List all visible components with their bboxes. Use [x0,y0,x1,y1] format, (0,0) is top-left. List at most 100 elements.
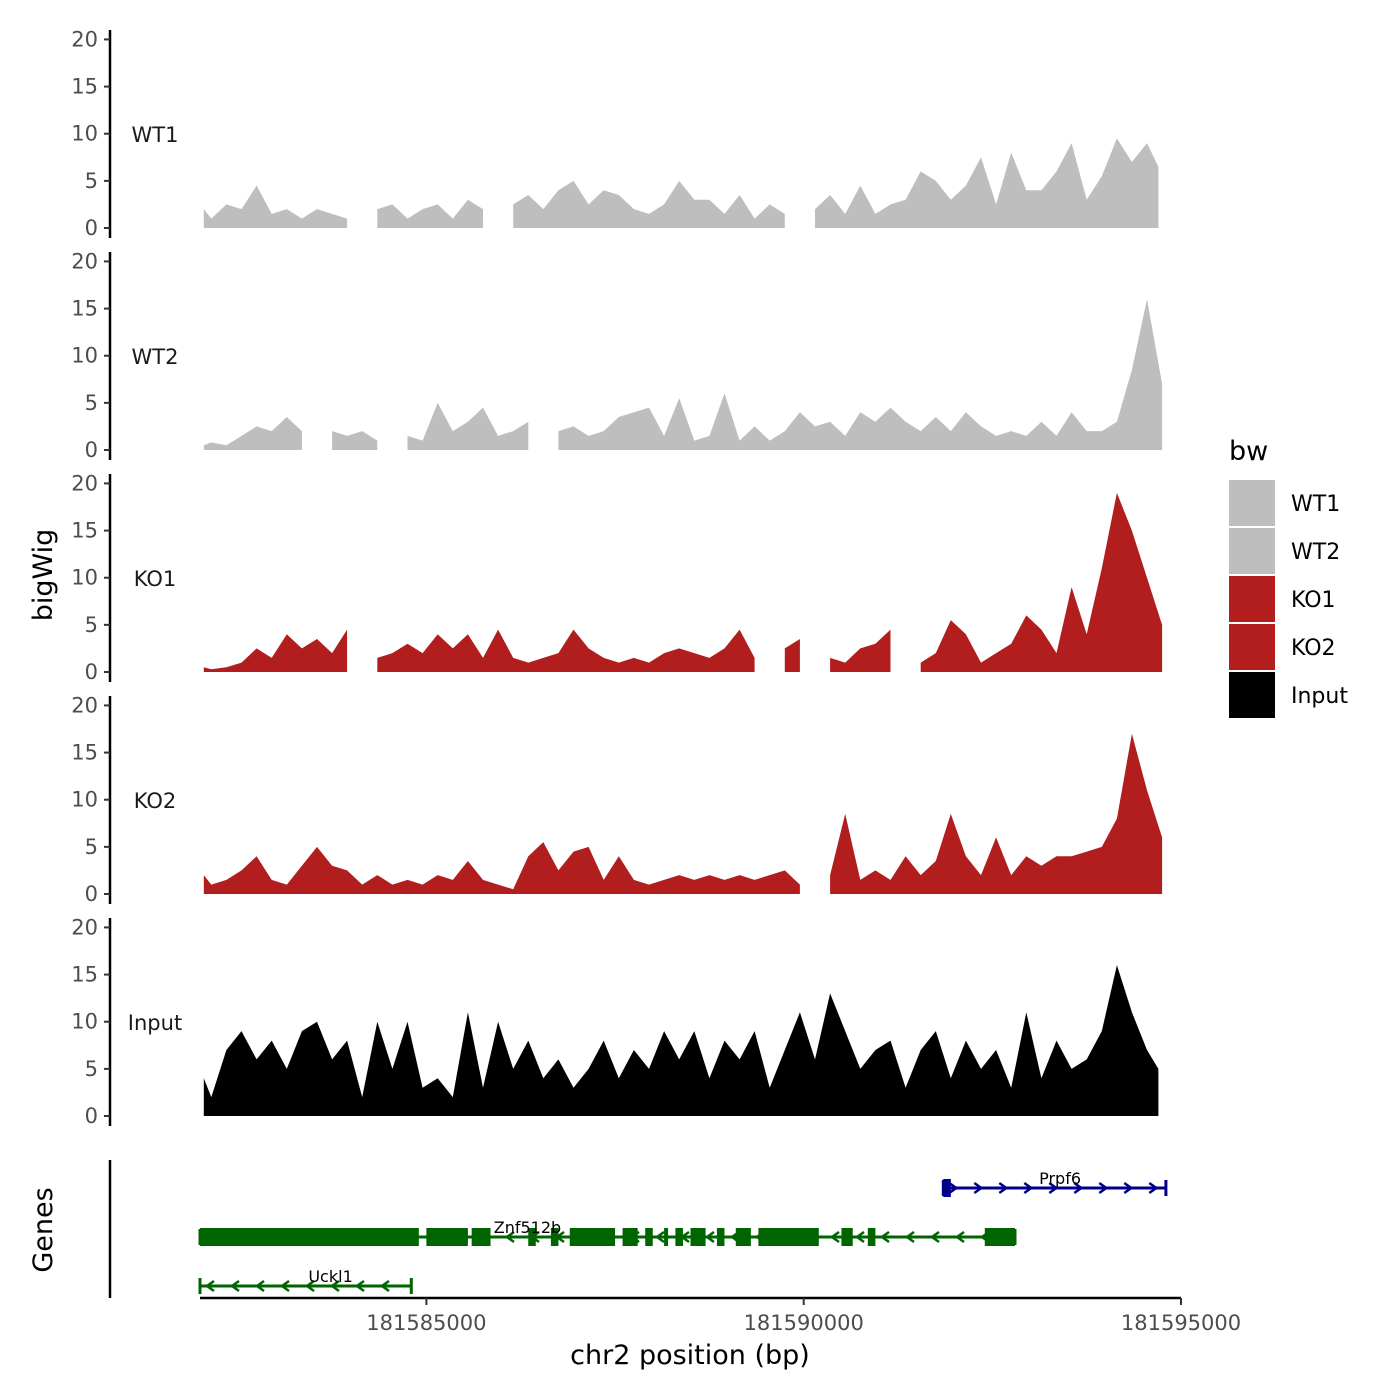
strand-chevron [948,1181,959,1195]
x-axis-title: chr2 position (bp) [570,1340,810,1371]
y-tick-label: 5 [85,835,98,859]
strand-chevron [304,1279,315,1293]
x-tick-label: 181585000 [366,1311,486,1335]
y-tick-label: 10 [71,788,98,812]
gene-exon [690,1228,706,1246]
strand-chevron [1023,1181,1034,1195]
strand-chevron [354,1279,365,1293]
strand-chevron [254,1279,265,1293]
coverage-area [332,431,378,450]
legend-swatch [1229,528,1275,574]
y-tick-label: 0 [85,1104,98,1128]
strand-chevron [879,1230,890,1244]
genes-layer: Prpf6 Znf512b Uckl1 [108,1160,1168,1298]
gene-exon [675,1228,683,1246]
strand-chevron [1148,1181,1159,1195]
strand-chevron [229,1279,240,1293]
gene-exon [426,1228,468,1246]
strand-chevron [1073,1181,1084,1195]
gene-exon [735,1228,751,1246]
gene-exon [645,1228,653,1246]
legend-swatch [1229,624,1275,670]
strand-chevron [204,1279,215,1293]
y-tick-label: 0 [85,216,98,240]
coverage-area [203,842,800,894]
y-tick-label: 15 [71,519,98,543]
gene-uckl1: Uckl1 [198,1267,413,1294]
gene-label: Znf512b [494,1218,561,1237]
gene-exon [867,1228,876,1246]
coverage-area [920,492,1163,672]
y-tick-label: 15 [71,297,98,321]
strand-chevron [854,1230,865,1244]
legend-entry-label: WT1 [1291,492,1340,517]
y-tick-label: 10 [71,344,98,368]
strand-chevron [929,1230,940,1244]
y-tick-label: 20 [71,693,98,717]
gene-exon [943,1179,951,1197]
y-tick-label: 0 [85,438,98,462]
gene-exon [471,1228,491,1246]
y-tick-label: 10 [71,566,98,590]
coverage-area [830,733,1163,894]
y-tick-label: 10 [71,1010,98,1034]
gene-exon [664,1228,669,1246]
strand-chevron [379,1279,390,1293]
y-tick-label: 15 [71,741,98,765]
legend-entry-label: KO2 [1291,636,1336,661]
track-ko1: 0 5 10 15 20 KO1 [71,471,1163,684]
track-label: Input [128,1011,182,1035]
strand-chevron [998,1181,1009,1195]
track-label: KO2 [134,789,177,813]
x-tick-label: 181590000 [744,1311,864,1335]
gene-exon [758,1228,819,1246]
coverage-area [377,629,755,672]
track-label: WT1 [132,123,179,147]
legend-swatch [1229,480,1275,526]
gene-exon [622,1228,638,1246]
track-ko2: 0 5 10 15 20 KO2 [71,693,1163,906]
coverage-area [203,417,302,450]
y-tick-label: 15 [71,75,98,99]
strand-chevron [1123,1181,1134,1195]
coverage-area [815,138,1159,228]
strand-chevron [279,1279,290,1293]
coverage-area [203,965,1159,1116]
strand-chevron [704,1230,715,1244]
gene-exon [716,1228,725,1246]
tracks-layer: 0 5 10 15 20 WT1 0 5 10 15 20 WT2 0 5 10 15 20 KO1 0 5 10 15 2… [71,27,1163,1128]
legend-swatch [1229,576,1275,622]
strand-chevron [329,1279,340,1293]
gene-exon [841,1228,853,1246]
legend: bw WT1 WT2 KO1 KO2 Input [1229,436,1348,718]
coverage-area [784,639,800,672]
y-tick-label: 0 [85,660,98,684]
legend-title: bw [1229,436,1268,467]
coverage-area [203,629,348,672]
gene-label: Uckl1 [308,1267,352,1286]
y-tick-label: 5 [85,169,98,193]
coverage-area [830,629,891,672]
gene-prpf6: Prpf6 [941,1169,1168,1197]
strand-chevron [504,1230,515,1244]
legend-entry-label: Input [1291,684,1348,709]
y-tick-label: 20 [71,471,98,495]
gene-exon [550,1228,559,1246]
strand-chevron [973,1181,984,1195]
y-tick-label: 5 [85,613,98,637]
y-axis-title: bigWig [28,529,59,622]
y-tick-label: 20 [71,915,98,939]
strand-chevron [954,1230,965,1244]
y-tick-label: 5 [85,1057,98,1081]
strand-chevron [654,1230,665,1244]
y-tick-label: 20 [71,27,98,51]
gene-exon [528,1228,536,1246]
coverage-area [377,199,483,228]
gene-exon [200,1228,419,1246]
strand-chevron [829,1230,840,1244]
gene-exon [569,1228,616,1246]
track-wt1: 0 5 10 15 20 WT1 [71,27,1159,240]
coverage-area [203,185,348,228]
gene-label: Prpf6 [1039,1169,1081,1188]
